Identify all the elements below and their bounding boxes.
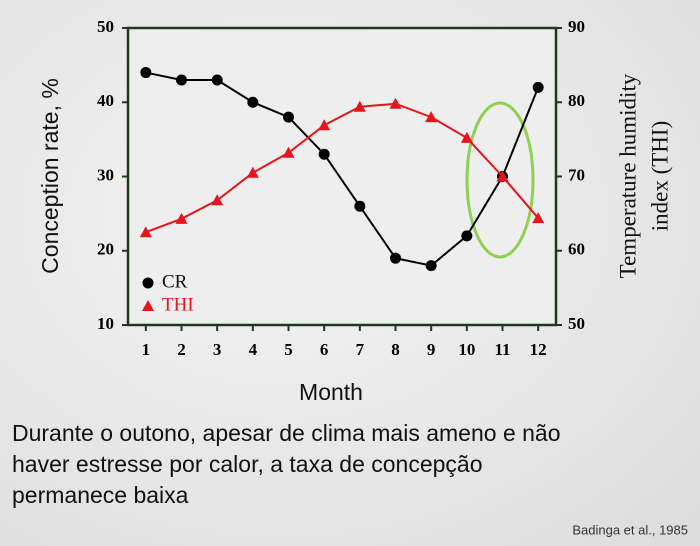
- point: [139, 226, 152, 238]
- x-tick-label: 11: [494, 340, 510, 359]
- point: [211, 74, 223, 86]
- point: [176, 74, 187, 86]
- point: [460, 131, 473, 143]
- legend-marker: [142, 277, 154, 289]
- x-tick-label: 4: [249, 340, 258, 359]
- point: [140, 67, 152, 79]
- point: [532, 81, 544, 93]
- point: [353, 100, 366, 112]
- y2-axis-label: Temperature humidity: [615, 73, 640, 278]
- point: [283, 111, 294, 123]
- y-tick-label: 50: [97, 17, 114, 36]
- x-tick-label: 1: [142, 340, 151, 359]
- caption: Durante o outono, apesar de clima mais a…: [12, 420, 561, 446]
- point: [425, 111, 438, 123]
- y2-tick-label: 80: [568, 91, 585, 110]
- point: [532, 212, 545, 224]
- point: [461, 230, 473, 242]
- point: [318, 119, 331, 131]
- point: [211, 194, 224, 206]
- series-line: [145, 71, 540, 267]
- plot-frame: [126, 26, 558, 327]
- x-tick-label: 5: [284, 340, 293, 359]
- highlight-ellipse: [465, 101, 535, 259]
- series-line: [145, 102, 539, 234]
- x-tick-label: 7: [356, 340, 365, 359]
- y2-axis-label: index (THI): [647, 121, 672, 232]
- x-tick-label: 8: [391, 340, 400, 359]
- x-tick-label: 10: [458, 340, 475, 359]
- point: [318, 148, 330, 160]
- point: [425, 260, 437, 272]
- point: [246, 166, 259, 178]
- point: [175, 212, 188, 224]
- y-tick-label: 30: [97, 165, 114, 184]
- y-tick-label: 40: [97, 91, 114, 110]
- y-axis-label: Conception rate, %: [37, 78, 63, 274]
- point: [354, 200, 366, 212]
- point: [390, 252, 401, 264]
- y2-tick-label: 90: [568, 17, 585, 36]
- plot-area: [128, 28, 556, 325]
- legend-marker: [142, 300, 154, 311]
- x-tick-label: 3: [213, 340, 222, 359]
- x-tick-label: 6: [320, 340, 329, 359]
- x-tick-label: 9: [427, 340, 436, 359]
- x-tick-label: 12: [530, 340, 547, 359]
- caption: haver estresse por calor, a taxa de conc…: [12, 451, 483, 477]
- y-tick-label: 20: [97, 240, 114, 259]
- point: [282, 146, 295, 158]
- point: [496, 170, 509, 182]
- point: [247, 96, 259, 108]
- source: Badinga et al., 1985: [572, 522, 688, 537]
- caption: permanece baixa: [12, 482, 189, 508]
- y2-tick-label: 60: [568, 240, 585, 259]
- x-axis-label: Month: [299, 379, 363, 405]
- y-tick-label: 10: [97, 314, 114, 333]
- legend-label: THI: [162, 294, 194, 315]
- point: [389, 97, 402, 109]
- legend-label: CR: [162, 271, 188, 292]
- y2-tick-label: 70: [568, 165, 585, 184]
- y2-tick-label: 50: [568, 314, 585, 333]
- x-tick-label: 2: [177, 340, 186, 359]
